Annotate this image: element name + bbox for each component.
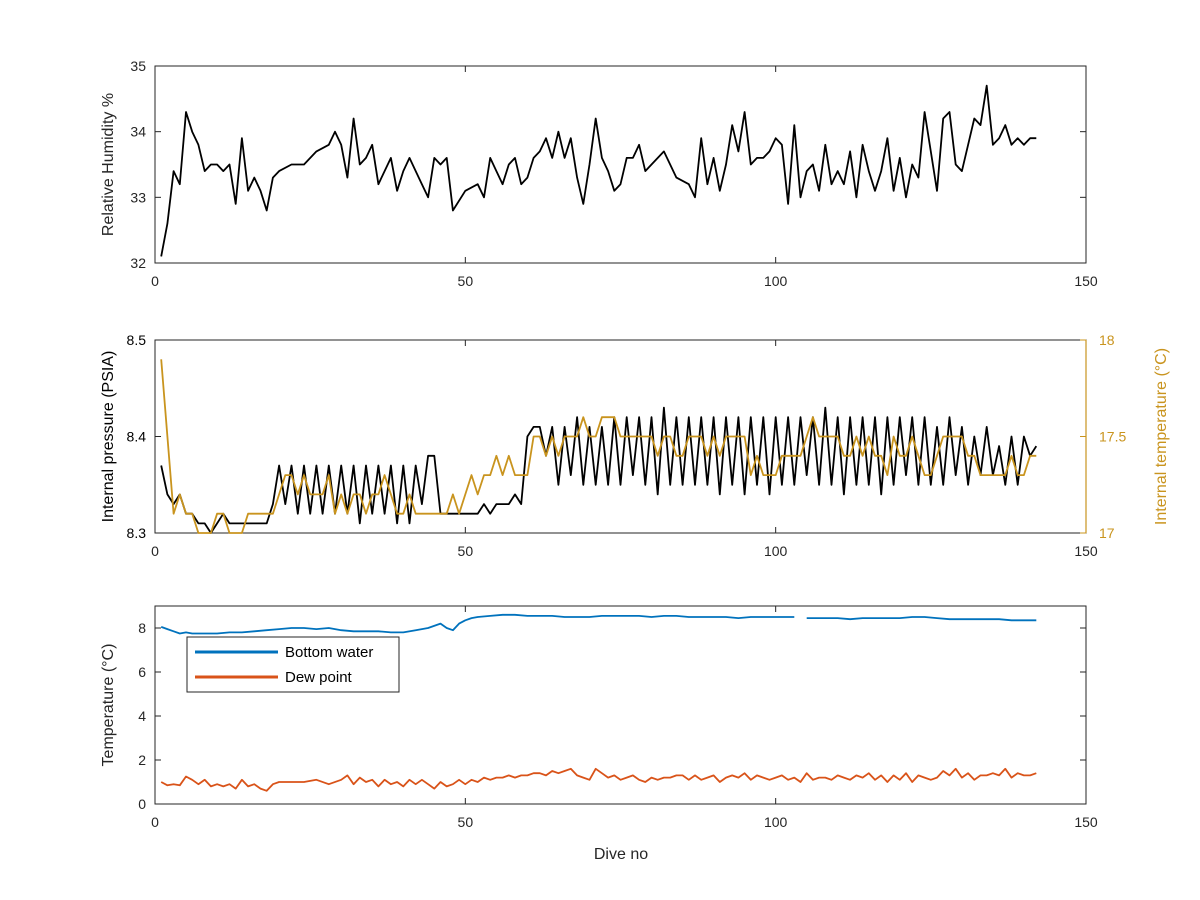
temperature-panel: 0 50 100 150 0 2 4 6 8 Temperature (°C) Bottom wat…: [100, 605, 1098, 830]
y-tick-label: 33: [130, 189, 146, 205]
legend: Bottom water Dew point: [186, 636, 400, 693]
y-axis-label: Internal pressure (PSIA): [100, 351, 117, 523]
axes-box: [154, 605, 1087, 805]
series-line-0: [160, 84, 1037, 257]
x-tick-label: 0: [151, 814, 159, 830]
x-tick-label: 100: [764, 814, 788, 830]
y-tick-label: 0: [138, 796, 146, 812]
x-tick-label: 0: [151, 543, 159, 559]
series-line-dew-point: [160, 767, 1037, 792]
legend-label: Dew point: [285, 669, 353, 686]
x-axis-label: Dive no: [594, 846, 648, 863]
x-tick-label: 150: [1074, 814, 1098, 830]
y-tick-label: 8.5: [127, 332, 147, 348]
y-tick-label-right: 17: [1099, 525, 1115, 541]
y-tick-label-right: 17.5: [1099, 429, 1126, 445]
legend-label: Bottom water: [285, 644, 373, 661]
y-tick-label: 32: [130, 255, 146, 271]
x-tick-label: 150: [1074, 543, 1098, 559]
y-tick-label: 34: [130, 124, 146, 140]
y-tick-label: 35: [130, 58, 146, 74]
y-tick-label: 8: [138, 620, 146, 636]
x-tick-label: 100: [764, 273, 788, 289]
y-axis-label: Relative Humidity %: [100, 93, 117, 236]
humidity-panel: 0 50 100 150 32 33 34 35 Relative Humidity %: [100, 58, 1098, 289]
y-axis-label: Temperature (°C): [100, 644, 117, 767]
x-tick-label: 150: [1074, 273, 1098, 289]
pressure-temperature-panel: 0 50 100 150 8.3 8.4 8.5 17 17.5 18 Internal tempe…: [100, 332, 1170, 559]
series-line-1: [160, 359, 1037, 534]
y-tick-label: 8.3: [127, 525, 147, 541]
axes-box: [154, 65, 1087, 264]
x-tick-label: 50: [458, 543, 474, 559]
x-tick-label: 0: [151, 273, 159, 289]
y-tick-label: 2: [138, 752, 146, 768]
y-tick-label-right: 18: [1099, 332, 1115, 348]
y-axis-label-right: Internal temperature (°C): [1153, 348, 1170, 525]
series-line-bottom-water: [160, 613, 1037, 635]
x-tick-label: 50: [458, 273, 474, 289]
y-tick-label: 6: [138, 664, 146, 680]
y-tick-label: 8.4: [127, 429, 147, 445]
legend-box: [186, 636, 400, 693]
y-tick-label: 4: [138, 708, 146, 724]
x-tick-label: 100: [764, 543, 788, 559]
x-tick-label: 50: [458, 814, 474, 830]
